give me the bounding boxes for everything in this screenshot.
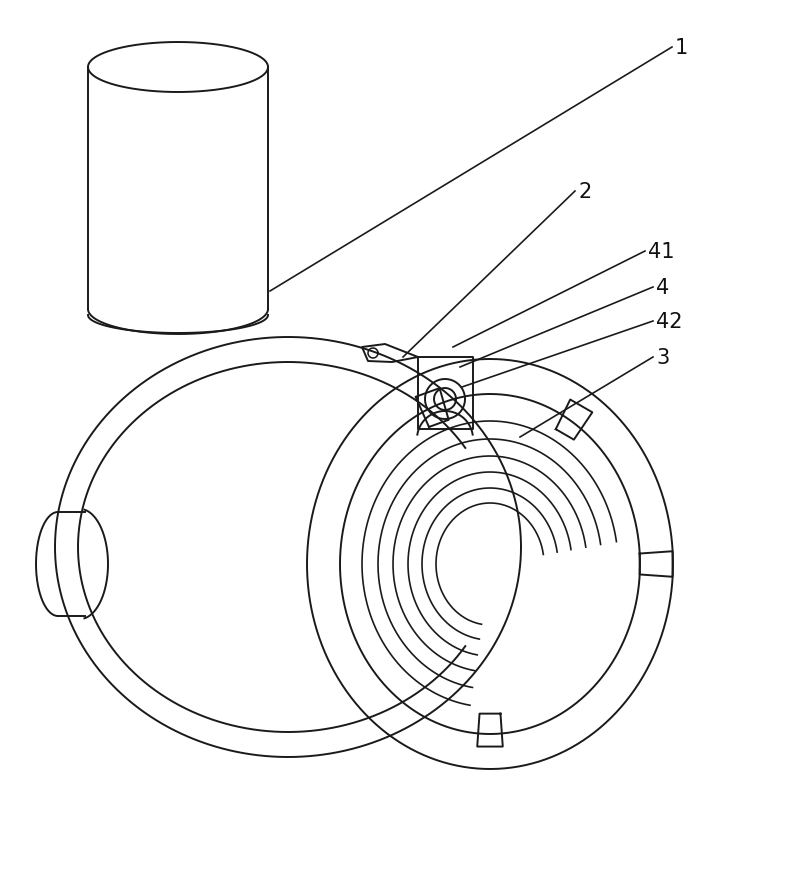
Text: 1: 1 <box>675 38 688 58</box>
Text: 4: 4 <box>656 278 670 298</box>
Text: 2: 2 <box>578 181 591 202</box>
Text: 3: 3 <box>656 348 670 367</box>
Text: 42: 42 <box>656 312 682 332</box>
Text: 41: 41 <box>648 241 674 262</box>
